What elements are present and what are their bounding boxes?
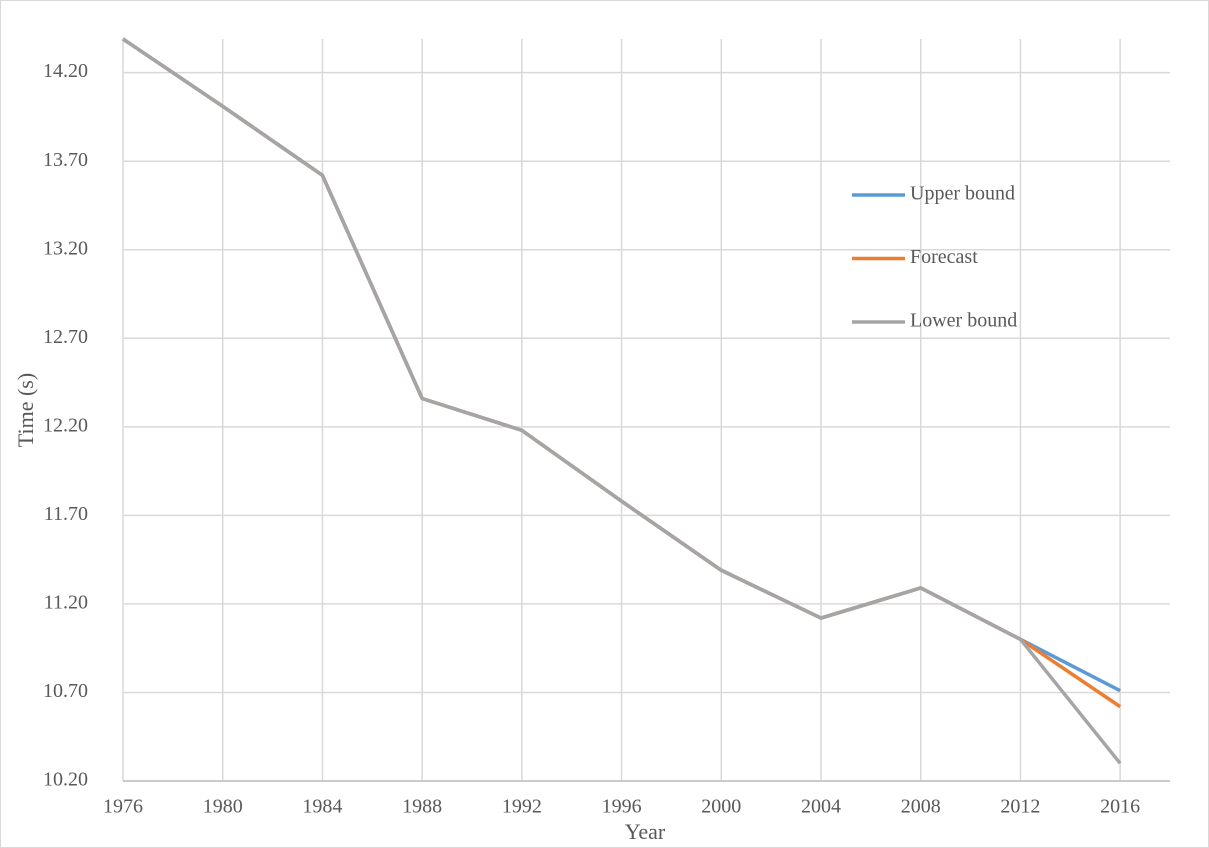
y-tick-label: 13.70 <box>43 149 88 171</box>
y-tick-label: 14.20 <box>43 60 88 82</box>
y-axis-title: Time (s) <box>13 373 38 447</box>
x-tick-label: 1988 <box>402 796 442 818</box>
x-tick-label: 1996 <box>602 796 642 818</box>
y-tick-label: 10.70 <box>43 680 88 702</box>
x-tick-label: 2012 <box>1000 796 1040 818</box>
x-tick-label: 1980 <box>203 796 243 818</box>
legend-label: Forecast <box>910 246 978 268</box>
y-tick-label: 10.20 <box>43 769 88 791</box>
x-tick-label: 2008 <box>901 796 941 818</box>
x-tick-label: 1976 <box>103 796 143 818</box>
legend-label: Upper bound <box>910 183 1015 205</box>
series-line <box>122 37 1122 765</box>
y-tick-label: 12.20 <box>43 414 88 436</box>
y-tick-label: 11.20 <box>44 592 88 614</box>
x-tick-label: 2016 <box>1100 796 1140 818</box>
x-tick-label: 2004 <box>801 796 841 818</box>
y-tick-label: 11.70 <box>44 503 88 525</box>
x-tick-label: 1984 <box>302 796 342 818</box>
x-axis-title: Year <box>625 819 666 844</box>
x-tick-label: 2000 <box>701 796 741 818</box>
legend-label: Lower bound <box>910 310 1017 332</box>
y-tick-label: 13.20 <box>43 237 88 259</box>
y-tick-label: 12.70 <box>43 326 88 348</box>
x-tick-label: 1992 <box>502 796 542 818</box>
